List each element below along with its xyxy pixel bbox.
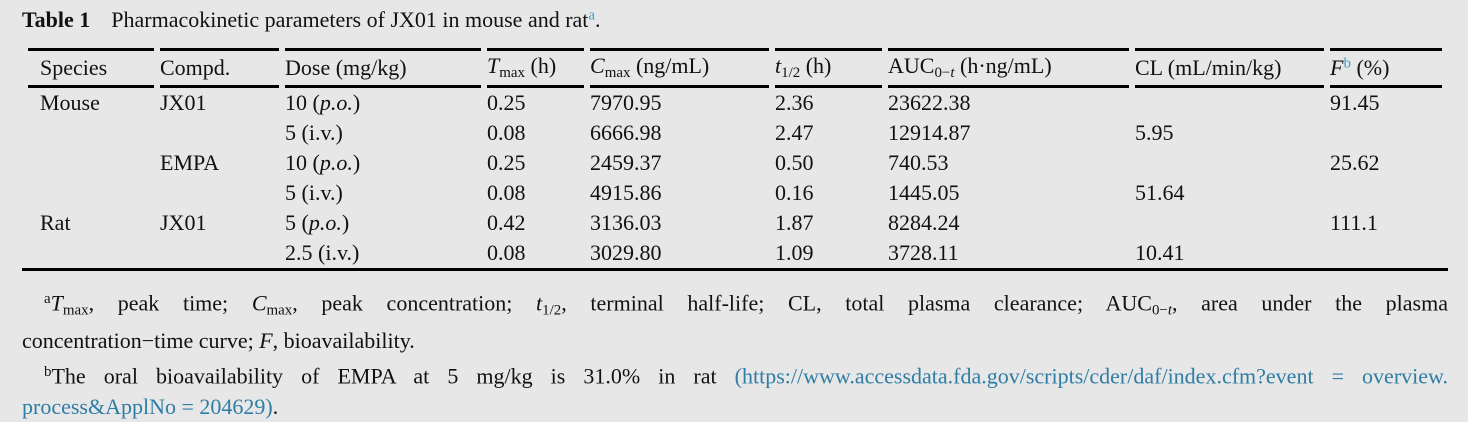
cell-cmax: 4915.86: [590, 180, 662, 205]
cell-dose: 5 (i.v.): [285, 180, 343, 205]
cell-cl: 5.95: [1135, 120, 1174, 145]
cell-cl: [1135, 148, 1324, 178]
cell-f: 25.62: [1330, 150, 1380, 175]
cell-dose: 5 (i.v.): [285, 120, 343, 145]
fda-link[interactable]: (https://www.accessdata.fda.gov/scripts/…: [734, 363, 1448, 389]
cell-tmax: 0.42: [487, 210, 526, 235]
cell-tmax: 0.25: [487, 90, 526, 115]
table-row: EMPA 10 (p.o.) 0.25 2459.37 0.50 740.53 …: [28, 148, 1442, 178]
cell-auc: 3728.11: [888, 240, 959, 265]
cell-thalf: 2.36: [775, 90, 814, 115]
cell-dose: 2.5 (i.v.): [285, 240, 360, 265]
footnotes: aTmax, peak time; Cmax, peak concentrati…: [22, 284, 1448, 422]
cell-f: 91.45: [1330, 90, 1380, 115]
cell-tmax: 0.25: [487, 150, 526, 175]
cell-f: 111.1: [1330, 210, 1378, 235]
cell-thalf: 1.09: [775, 240, 814, 265]
cell-cl: 51.64: [1135, 180, 1185, 205]
table-caption: Table 1 Pharmacokinetic parameters of JX0…: [22, 0, 1448, 48]
column-header-compound: Compd.: [160, 48, 279, 88]
footnote-b-line2: process&ApplNo = 204629).: [22, 393, 279, 419]
cell-compound: [160, 118, 279, 148]
column-header-species: Species: [28, 48, 154, 88]
cell-dose: 10 (p.o.): [285, 90, 361, 115]
column-header-tmax: Tmax (h): [487, 48, 584, 88]
cell-thalf: 1.87: [775, 210, 814, 235]
header-row: Species Compd. Dose (mg/kg) Tmax (h) Cma…: [28, 48, 1442, 88]
pk-parameters-table: Species Compd. Dose (mg/kg) Tmax (h) Cma…: [22, 48, 1448, 271]
cell-species: [28, 148, 154, 178]
cell-cl: 10.41: [1135, 240, 1185, 265]
cell-auc: 23622.38: [888, 90, 971, 115]
caption-text: Pharmacokinetic parameters of JX01 in mo…: [111, 7, 601, 32]
cell-thalf: 0.16: [775, 180, 814, 205]
column-header-cl: CL (mL/min/kg): [1135, 48, 1324, 88]
column-header-dose: Dose (mg/kg): [285, 48, 481, 88]
column-header-auc: AUC0−t (h·ng/mL): [888, 48, 1129, 88]
fda-link[interactable]: process&ApplNo = 204629): [22, 393, 273, 419]
column-header-thalf: t1/2 (h): [775, 48, 882, 88]
cell-dose: 5 (p.o.): [285, 210, 350, 235]
table-row: 5 (i.v.) 0.08 6666.98 2.47 12914.87 5.95: [28, 118, 1442, 148]
cell-species: Rat: [40, 210, 71, 235]
footnote-a-line1: aTmax, peak time; Cmax, peak concentrati…: [44, 290, 1448, 319]
table-row: 5 (i.v.) 0.08 4915.86 0.16 1445.05 51.64: [28, 178, 1442, 208]
table-row: Rat JX01 5 (p.o.) 0.42 3136.03 1.87 8284…: [28, 208, 1442, 238]
column-header-cmax: Cmax (ng/mL): [590, 48, 769, 88]
cell-cmax: 3029.80: [590, 240, 662, 265]
footnote-a-line2: concentration−time curve; F, bioavailabi…: [22, 328, 415, 354]
cell-cmax: 6666.98: [590, 120, 662, 145]
cell-f: [1330, 118, 1442, 148]
cell-f: [1330, 238, 1442, 268]
cell-tmax: 0.08: [487, 240, 526, 265]
cell-compound: JX01: [160, 210, 207, 235]
column-header-f: Fb (%): [1330, 48, 1442, 88]
cell-tmax: 0.08: [487, 180, 526, 205]
cell-compound: [160, 178, 279, 208]
cell-compound: EMPA: [160, 150, 220, 175]
cell-cmax: 7970.95: [590, 90, 662, 115]
table-number: Table 1: [22, 7, 91, 32]
cell-cl: [1135, 208, 1324, 238]
cell-auc: 740.53: [888, 150, 949, 175]
table-row: Mouse JX01 10 (p.o.) 0.25 7970.95 2.36 2…: [28, 88, 1442, 118]
cell-species: [28, 118, 154, 148]
cell-compound: JX01: [160, 90, 207, 115]
cell-dose: 10 (p.o.): [285, 150, 361, 175]
cell-auc: 8284.24: [888, 210, 960, 235]
cell-cmax: 3136.03: [590, 210, 662, 235]
table-row: 2.5 (i.v.) 0.08 3029.80 1.09 3728.11 10.…: [28, 238, 1442, 268]
cell-species: [28, 238, 154, 268]
cell-species: [28, 178, 154, 208]
cell-auc: 12914.87: [888, 120, 971, 145]
cell-f: [1330, 178, 1442, 208]
cell-species: Mouse: [40, 90, 100, 115]
cell-thalf: 2.47: [775, 120, 814, 145]
cell-auc: 1445.05: [888, 180, 960, 205]
cell-cmax: 2459.37: [590, 150, 662, 175]
cell-thalf: 0.50: [775, 150, 814, 175]
cell-cl: [1135, 88, 1324, 118]
cell-tmax: 0.08: [487, 120, 526, 145]
cell-compound: [160, 238, 279, 268]
footnote-b-line1: bThe oral bioavailability of EMPA at 5 m…: [44, 363, 1448, 389]
